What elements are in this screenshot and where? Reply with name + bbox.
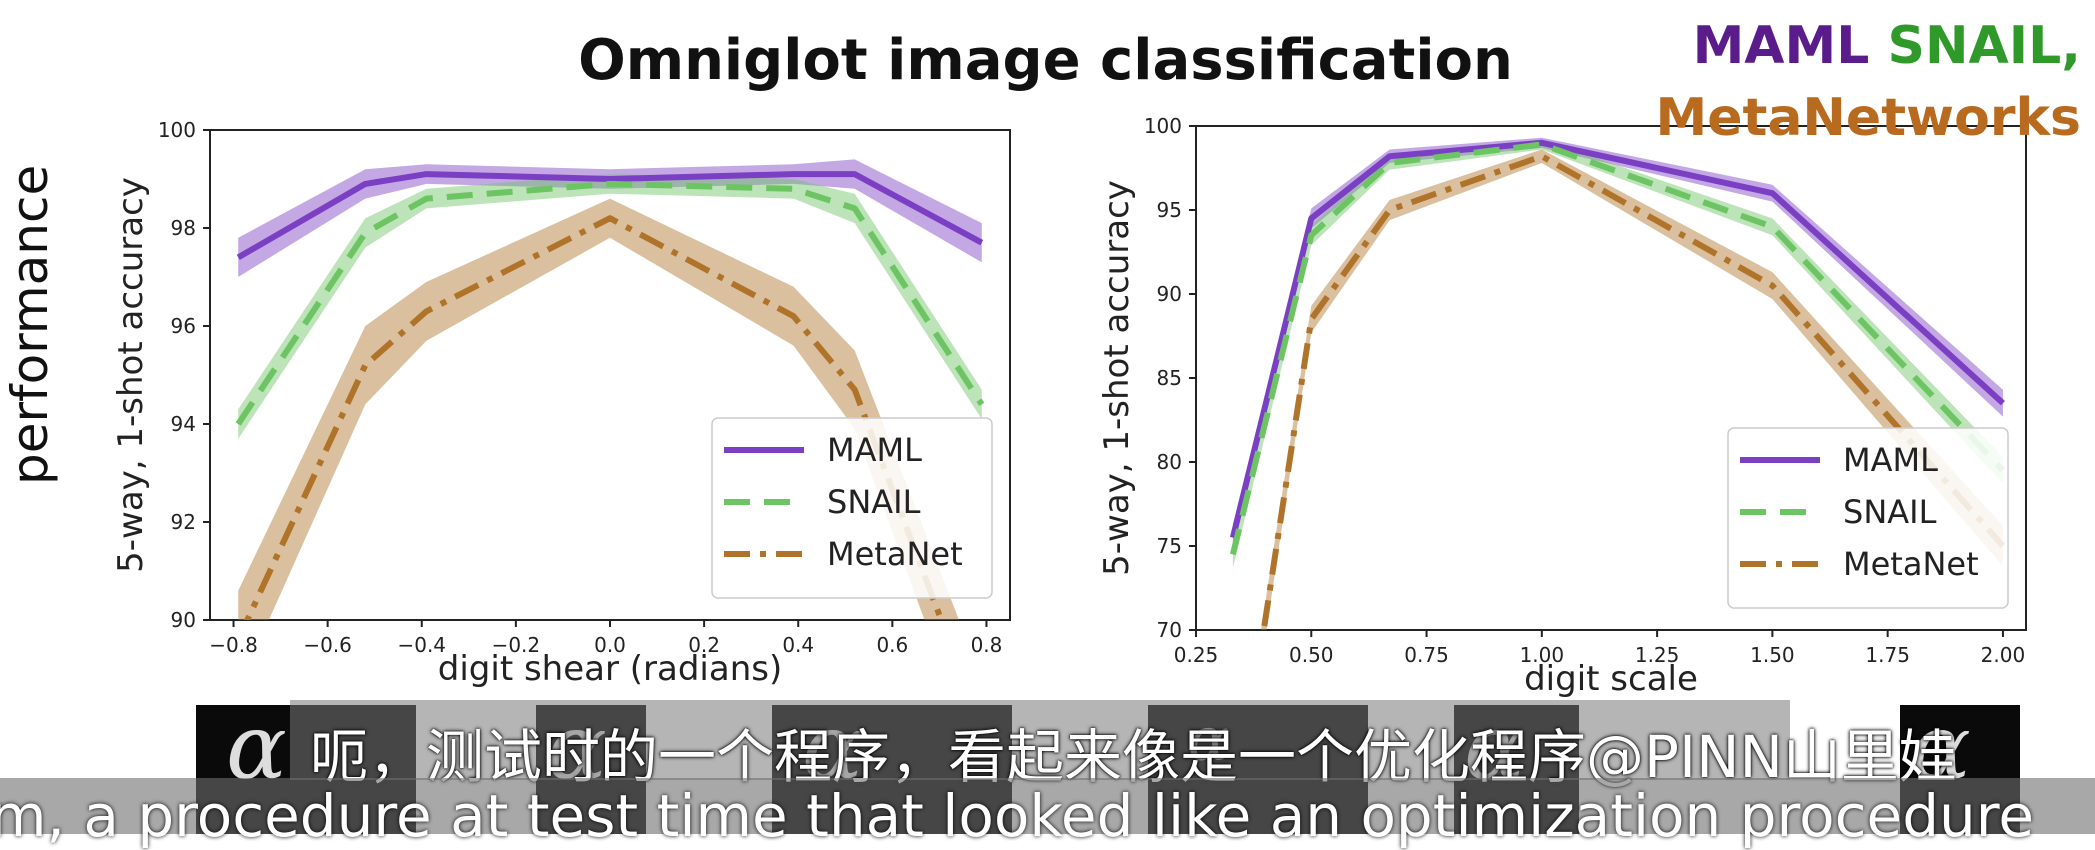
x-axis-label: digit shear (radians): [438, 649, 782, 689]
x-tick-label: 0.6: [876, 633, 908, 657]
y-tick-label: 70: [1157, 618, 1182, 642]
x-tick-label: 0.50: [1289, 643, 1334, 667]
legend-label-maml: MAML: [827, 431, 922, 469]
y-tick-label: 90: [1157, 282, 1182, 306]
legend-label-snail: SNAIL: [827, 483, 921, 521]
x-tick-label: 0.8: [971, 633, 1003, 657]
y-tick-label: 98: [171, 216, 196, 240]
method-names-header: MAML SNAIL, MetaNetworks: [1655, 10, 2081, 154]
method-names-line-1: MAML SNAIL,: [1655, 10, 2081, 82]
subtitle-english: m, a procedure at test time that looked …: [0, 782, 2034, 850]
legend-label-maml: MAML: [1843, 441, 1938, 479]
legend-label-metanet: MetaNet: [1843, 545, 1979, 583]
y-axis-label: 5-way, 1-shot accuracy: [111, 177, 151, 573]
x-tick-label: 2.00: [1981, 643, 2026, 667]
x-tick-label: 1.50: [1750, 643, 1795, 667]
x-tick-label: 0.75: [1404, 643, 1449, 667]
y-tick-label: 92: [171, 510, 196, 534]
legend: MAML SNAIL MetaNet: [712, 418, 992, 598]
y-axis-label: 5-way, 1-shot accuracy: [1097, 180, 1137, 576]
method-name-snail: SNAIL,: [1888, 16, 2081, 76]
y-tick-label: 100: [158, 118, 196, 142]
y-tick-label: 96: [171, 314, 196, 338]
x-tick-label: 0.4: [782, 633, 814, 657]
legend-label-snail: SNAIL: [1843, 493, 1937, 531]
method-name-maml: MAML: [1693, 16, 1870, 76]
legend-label-metanet: MetaNet: [827, 535, 963, 573]
x-tick-label: −0.8: [209, 633, 258, 657]
x-tick-label: 0.25: [1174, 643, 1219, 667]
y-tick-label: 95: [1157, 198, 1182, 222]
y-tick-label: 75: [1157, 534, 1182, 558]
y-tick-label: 94: [171, 412, 196, 436]
legend: MAML SNAIL MetaNet: [1728, 428, 2008, 608]
method-name-metanetworks: MetaNetworks: [1655, 82, 2081, 154]
x-axis-label: digit scale: [1524, 659, 1698, 699]
page-y-label: performance: [0, 265, 60, 485]
x-tick-label: 1.75: [1865, 643, 1910, 667]
y-tick-label: 100: [1144, 114, 1182, 138]
y-tick-label: 80: [1157, 450, 1182, 474]
x-tick-label: −0.6: [303, 633, 352, 657]
y-tick-label: 90: [171, 608, 196, 632]
y-tick-label: 85: [1157, 366, 1182, 390]
